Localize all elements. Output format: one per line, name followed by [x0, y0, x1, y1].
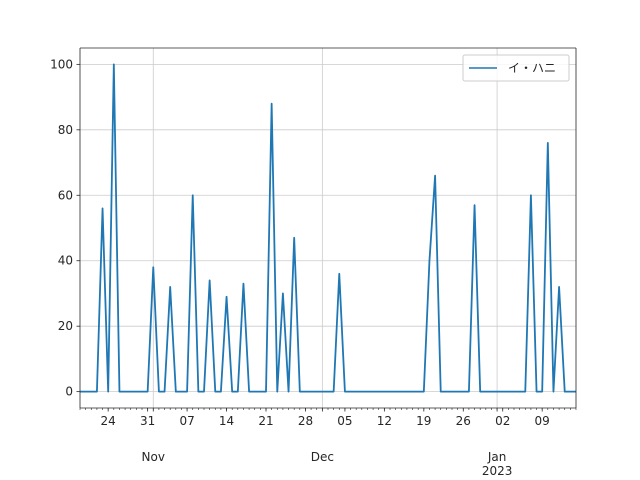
y-axis: 0 20 40 60 80 100 — [50, 57, 80, 399]
legend-label: イ・ハニ — [508, 61, 556, 75]
x-week-tick-label: 31 — [140, 414, 155, 428]
x-week-tick-label: 07 — [179, 414, 194, 428]
x-week-tick-label: 12 — [377, 414, 392, 428]
x-week-tick-label: 05 — [337, 414, 352, 428]
y-tick-label: 40 — [58, 254, 73, 268]
y-tick-label: 60 — [58, 188, 73, 202]
x-week-tick-label: 21 — [258, 414, 273, 428]
x-month-label: Nov — [142, 450, 165, 464]
x-week-tick-label: 19 — [416, 414, 431, 428]
x-week-tick-label: 26 — [456, 414, 471, 428]
x-week-tick-label: 02 — [495, 414, 510, 428]
y-tick-label: 20 — [58, 319, 73, 333]
legend-box — [462, 54, 570, 82]
x-month-label: Jan — [487, 450, 507, 464]
x-week-tick-label: 24 — [101, 414, 116, 428]
plot-area — [80, 48, 576, 408]
x-month-label: Dec — [311, 450, 334, 464]
x-week-tick-label: 28 — [298, 414, 313, 428]
x-week-tick-label: 09 — [535, 414, 550, 428]
x-year-label: 2023 — [482, 464, 513, 478]
series-line — [80, 63, 576, 393]
series-layer — [80, 63, 576, 393]
legend: イ・ハニ — [462, 54, 570, 82]
y-tick-label: 100 — [50, 57, 73, 71]
y-tick-label: 0 — [65, 385, 73, 399]
y-tick-label: 80 — [58, 123, 73, 137]
x-week-tick-label: 14 — [219, 414, 234, 428]
